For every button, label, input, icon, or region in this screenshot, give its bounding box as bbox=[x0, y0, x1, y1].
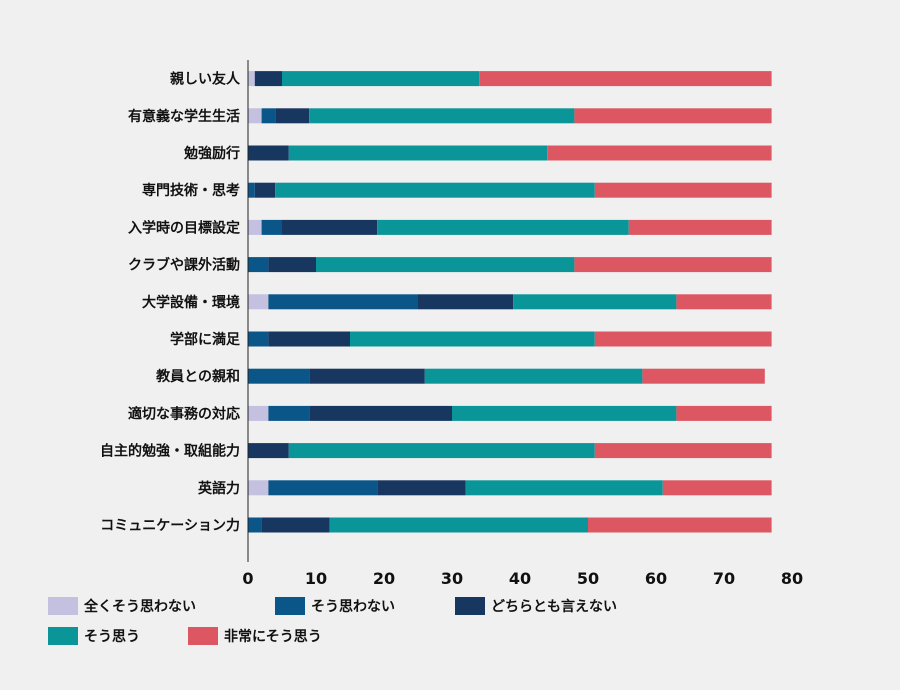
x-tick-label: 10 bbox=[305, 569, 327, 588]
bar-segment bbox=[254, 182, 276, 198]
bar-segment bbox=[268, 294, 418, 310]
category-label: 英語力 bbox=[197, 480, 240, 497]
legend-swatch bbox=[188, 627, 218, 645]
bar-segment bbox=[377, 480, 466, 496]
bar-segment bbox=[248, 182, 255, 198]
bar-segment bbox=[282, 219, 378, 235]
bar-segment bbox=[248, 443, 289, 459]
bar-segment bbox=[377, 219, 629, 235]
bar-segment bbox=[248, 145, 289, 161]
bar-segment bbox=[288, 145, 548, 161]
bar-segment bbox=[268, 480, 378, 496]
category-label: 適切な事務の対応 bbox=[128, 405, 240, 422]
bar-segment bbox=[261, 108, 276, 124]
bar-segment bbox=[268, 257, 316, 273]
bar-segment bbox=[248, 219, 262, 235]
bar-segment bbox=[452, 405, 677, 421]
bar-segment bbox=[309, 368, 425, 384]
bar-segment bbox=[418, 294, 514, 310]
legend-swatch bbox=[455, 597, 485, 615]
bar-segment bbox=[513, 294, 677, 310]
bar-segment bbox=[275, 108, 310, 124]
category-label: 自主的勉強・取組能力 bbox=[100, 443, 240, 460]
bar-segment bbox=[642, 368, 765, 384]
category-label: 専門技術・思考 bbox=[142, 182, 240, 199]
legend: 全くそう思わない そう思わない どちらとも言えないそう思う 非常にそう思う bbox=[48, 596, 808, 656]
bar-segment bbox=[248, 294, 269, 310]
bar-segment bbox=[268, 331, 350, 347]
legend-label: 全くそう思わない bbox=[84, 599, 196, 615]
legend-item: どちらとも言えない bbox=[455, 596, 617, 616]
category-label: 入学時の目標設定 bbox=[128, 219, 240, 236]
legend-swatch bbox=[48, 597, 78, 615]
category-label: クラブや課外活動 bbox=[128, 257, 240, 274]
bar-segment bbox=[479, 71, 772, 87]
x-tick-label: 60 bbox=[645, 569, 667, 588]
bar-segment bbox=[248, 108, 262, 124]
bar-segment bbox=[350, 331, 595, 347]
category-labels: 親しい友人有意義な学生生活勉強励行専門技術・思考入学時の目標設定クラブや課外活動… bbox=[100, 71, 241, 534]
bar-segment bbox=[248, 331, 269, 347]
legend-label: そう思う bbox=[84, 629, 140, 645]
bar-segment bbox=[248, 71, 255, 87]
x-tick-label: 50 bbox=[577, 569, 599, 588]
bar-segment bbox=[248, 405, 269, 421]
bar-segment bbox=[282, 71, 480, 87]
legend-swatch bbox=[48, 627, 78, 645]
category-label: 大学設備・環境 bbox=[142, 294, 240, 311]
category-label: コミュニケーション力 bbox=[100, 517, 240, 534]
legend-swatch bbox=[275, 597, 305, 615]
bar-segment bbox=[547, 145, 772, 161]
bar-segment bbox=[594, 331, 772, 347]
bar-segment bbox=[275, 182, 595, 198]
bar-segment bbox=[676, 294, 772, 310]
bar-segment bbox=[465, 480, 663, 496]
category-label: 教員との親和 bbox=[156, 368, 240, 385]
bar-segment bbox=[424, 368, 643, 384]
category-label: 学部に満足 bbox=[170, 331, 241, 348]
x-tick-label: 40 bbox=[509, 569, 531, 588]
legend-label: どちらとも言えない bbox=[491, 599, 617, 615]
bar-segment bbox=[248, 368, 310, 384]
bar-segment bbox=[574, 108, 772, 124]
legend-item: そう思わない bbox=[275, 596, 395, 616]
bar-segment bbox=[288, 443, 595, 459]
bar-segment bbox=[594, 443, 772, 459]
bar-segment bbox=[574, 257, 772, 273]
bar-segment bbox=[676, 405, 772, 421]
legend-label: 非常にそう思う bbox=[224, 629, 322, 645]
tick-labels: 0 10 20 30 40 50 60 70 80 bbox=[242, 569, 803, 588]
category-label: 勉強励行 bbox=[183, 145, 240, 162]
bar-segment bbox=[248, 257, 269, 273]
x-tick-label: 0 bbox=[242, 569, 253, 588]
x-tick-label: 70 bbox=[713, 569, 735, 588]
bar-segment bbox=[588, 517, 772, 533]
bar-segment bbox=[329, 517, 588, 533]
x-tick-label: 20 bbox=[373, 569, 395, 588]
bar-segment bbox=[248, 480, 269, 496]
bars-layer bbox=[248, 71, 772, 533]
bar-segment bbox=[628, 219, 772, 235]
bar-segment bbox=[254, 71, 282, 87]
bar-segment bbox=[309, 405, 452, 421]
category-label: 親しい友人 bbox=[170, 71, 241, 88]
bar-segment bbox=[248, 517, 262, 533]
bar-segment bbox=[662, 480, 772, 496]
bar-segment bbox=[309, 108, 575, 124]
legend-item: 全くそう思わない bbox=[48, 596, 196, 616]
bar-segment bbox=[316, 257, 575, 273]
legend-label: そう思わない bbox=[311, 599, 395, 615]
bar-segment bbox=[594, 182, 772, 198]
x-tick-label: 80 bbox=[781, 569, 803, 588]
legend-item: 非常にそう思う bbox=[188, 626, 322, 646]
legend-item: そう思う bbox=[48, 626, 140, 646]
bar-segment bbox=[261, 517, 330, 533]
category-label: 有意義な学生生活 bbox=[128, 108, 240, 125]
bar-segment bbox=[261, 219, 282, 235]
bar-segment bbox=[268, 405, 310, 421]
x-tick-label: 30 bbox=[441, 569, 463, 588]
